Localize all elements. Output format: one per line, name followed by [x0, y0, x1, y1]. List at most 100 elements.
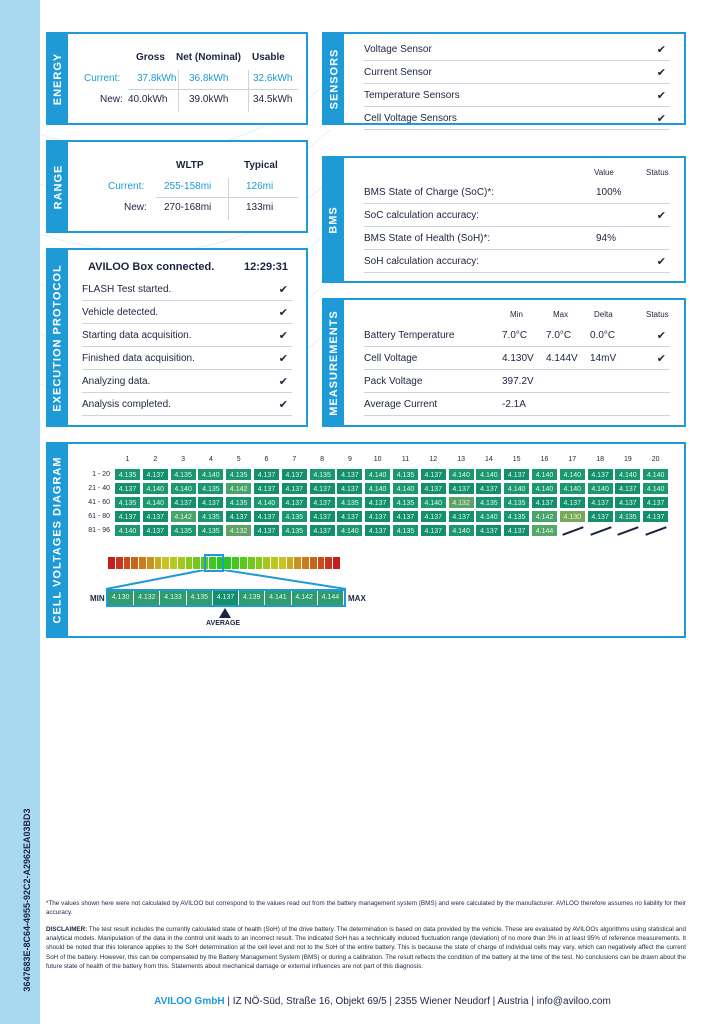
step-label: Analyzing data.	[82, 376, 151, 387]
gradient-segment	[224, 557, 232, 569]
voltage-gradient-bar	[108, 557, 341, 569]
check-icon: ✔	[278, 307, 288, 319]
bms-row: SoH calculation accuracy: ✔	[364, 251, 670, 273]
footnote: *The values shown here were not calculat…	[46, 900, 686, 916]
cell-voltage: 4.137	[642, 510, 670, 523]
legend-value: 4.139	[239, 591, 266, 605]
box-connected-text: AVILOO Box connected.	[88, 261, 215, 273]
cell-column-header: 17	[568, 456, 577, 463]
cell-voltage: 4.137	[419, 510, 447, 523]
cell-voltage: 4.135	[169, 468, 197, 481]
cell-row-label: 61 - 80	[88, 513, 110, 520]
cell-voltage: 4.135	[114, 468, 141, 481]
cell-voltage: 4.137	[336, 510, 364, 523]
bms-label: BMS State of Health (SoH)*:	[364, 233, 491, 244]
bms-label: BMS State of Charge (SoC)*:	[364, 187, 495, 198]
cell-voltage: 4.137	[253, 468, 280, 481]
cell-voltage: 4.135	[308, 468, 336, 481]
execution-step: FLASH Test started. ✔	[82, 279, 292, 301]
cell-voltage: 4.135	[392, 524, 419, 537]
cell-voltage: 4.140	[253, 496, 280, 509]
measurement-row: Cell Voltage 4.130V 4.144V 14mV ✔	[364, 348, 670, 370]
gradient-segment	[294, 557, 302, 569]
cell-voltage: 4.140	[447, 524, 475, 537]
cell-voltage: 4.137	[503, 524, 531, 537]
cell-column-header: 16	[540, 456, 549, 463]
energy-header-net: Net (Nominal)	[176, 52, 241, 63]
cell-voltage: 4.140	[364, 482, 392, 495]
gradient-segment	[302, 557, 309, 569]
gradient-segment	[216, 557, 224, 569]
cell-voltage: 4.137	[308, 482, 336, 495]
cell-voltage: 4.130	[558, 510, 586, 523]
empty-cell-marker	[562, 526, 584, 536]
gradient-segment	[177, 557, 185, 569]
cell-column-header: 1	[125, 456, 130, 463]
measurement-max: 4.144V	[546, 353, 578, 364]
cell-voltage: 4.140	[447, 468, 475, 481]
measurement-label: Pack Voltage	[364, 376, 423, 387]
bms-panel: BMS Value Status BMS State of Charge (So…	[322, 156, 686, 283]
connection-time: 12:29:31	[243, 261, 288, 273]
cell-row-label: 81 - 96	[88, 527, 110, 534]
cell-voltage: 4.137	[503, 468, 531, 481]
cell-voltage: 4.142	[531, 510, 558, 523]
cell-voltage: 4.135	[392, 468, 419, 481]
cell-column-header: 11	[401, 456, 410, 463]
legend-value: 4.141	[265, 591, 292, 605]
cell-voltage: 4.137	[114, 510, 141, 523]
gradient-segment	[146, 557, 154, 569]
bms-row: BMS State of Health (SoH)*: 94%	[364, 228, 670, 250]
check-icon: ✔	[656, 353, 666, 365]
cell-column-header: 6	[264, 456, 269, 463]
meas-header-delta: Delta	[594, 310, 613, 319]
cell-voltage: 4.140	[642, 468, 670, 481]
box-connected-row: AVILOO Box connected. 12:29:31	[88, 256, 292, 278]
legend-min-label: MIN	[90, 594, 105, 603]
cell-column-header: 12	[429, 456, 438, 463]
cell-voltage: 4.135	[114, 496, 141, 509]
gradient-segment	[309, 557, 317, 569]
step-label: Analysis completed.	[82, 399, 171, 410]
legend-value: 4.142	[291, 591, 318, 605]
range-new-typical: 133mi	[246, 202, 274, 213]
check-icon: ✔	[656, 44, 666, 56]
gradient-zoom-box	[204, 554, 224, 572]
cell-voltage: 4.140	[419, 496, 447, 509]
cell-voltage: 4.135	[280, 510, 308, 523]
gradient-segment	[208, 557, 216, 569]
cell-voltage: 4.137	[419, 468, 447, 481]
disclaimer-text: The test result includes the currently c…	[46, 926, 686, 970]
gradient-segment	[286, 557, 294, 569]
range-tab: RANGE	[48, 142, 68, 231]
cell-voltage: 4.140	[531, 468, 558, 481]
cell-voltage: 4.140	[364, 468, 392, 481]
range-panel: RANGE WLTP Typical Current: 255-158mi 12…	[46, 140, 308, 233]
step-label: FLASH Test started.	[82, 284, 172, 295]
cell-voltage: 4.140	[475, 468, 503, 481]
execution-step: Finished data acquisition. ✔	[82, 348, 292, 370]
cell-voltage: 4.142	[169, 510, 197, 523]
cell-column-header: 10	[373, 456, 382, 463]
cell-voltage: 4.137	[364, 496, 392, 509]
cell-voltage: 4.135	[336, 496, 364, 509]
cell-voltage: 4.132	[225, 524, 253, 537]
measurement-min: 7.0°C	[502, 330, 528, 341]
legend-value: 4.132	[134, 591, 161, 605]
gradient-segment	[185, 557, 193, 569]
gradient-segment	[131, 557, 139, 569]
cell-voltage: 4.137	[253, 524, 280, 537]
range-header-wltp: WLTP	[176, 160, 204, 171]
check-icon: ✔	[278, 399, 288, 411]
empty-cell-marker	[645, 526, 667, 536]
gradient-segment	[271, 557, 278, 569]
bms-value: 100%	[596, 187, 622, 198]
cell-voltage: 4.137	[141, 468, 169, 481]
bms-row: SoC calculation accuracy: ✔	[364, 205, 670, 227]
cell-voltage: 4.137	[336, 482, 364, 495]
cell-voltage: 4.137	[586, 496, 614, 509]
energy-header-gross: Gross	[136, 52, 165, 63]
cell-voltage: 4.137	[364, 510, 392, 523]
sensor-row: Cell Voltage Sensors ✔	[364, 108, 670, 130]
cell-voltage: 4.137	[586, 468, 614, 481]
